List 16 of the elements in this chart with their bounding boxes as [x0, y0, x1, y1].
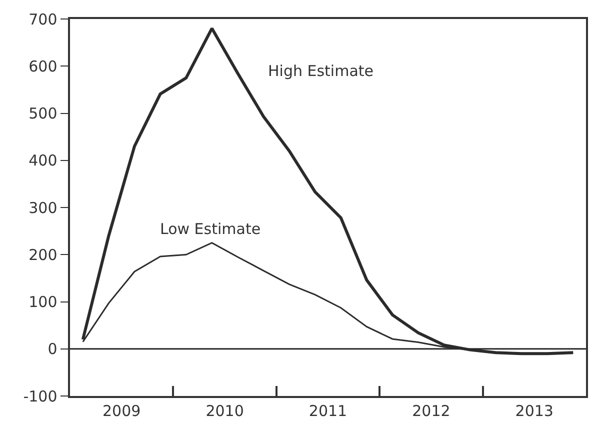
series-label: High Estimate [268, 62, 374, 80]
y-tick-label: 200 [28, 246, 58, 264]
y-tick-label: 100 [28, 293, 58, 311]
x-tick-label: 2010 [206, 402, 244, 420]
x-tick-label: 2011 [308, 402, 348, 420]
y-tick-label: 0 [48, 340, 58, 358]
y-tick-label: 400 [28, 152, 58, 170]
y-tick-label: 500 [28, 104, 58, 122]
y-tick-label: 700 [28, 10, 58, 28]
x-tick-label: 2013 [515, 402, 554, 420]
series-label: Low Estimate [160, 220, 261, 238]
y-tick-label: 600 [28, 57, 58, 76]
x-tick-label: 2012 [412, 402, 450, 420]
y-tick-label: 300 [28, 198, 58, 217]
x-tick-label: 2009 [102, 402, 141, 420]
y-tick-label: -100 [23, 387, 58, 406]
